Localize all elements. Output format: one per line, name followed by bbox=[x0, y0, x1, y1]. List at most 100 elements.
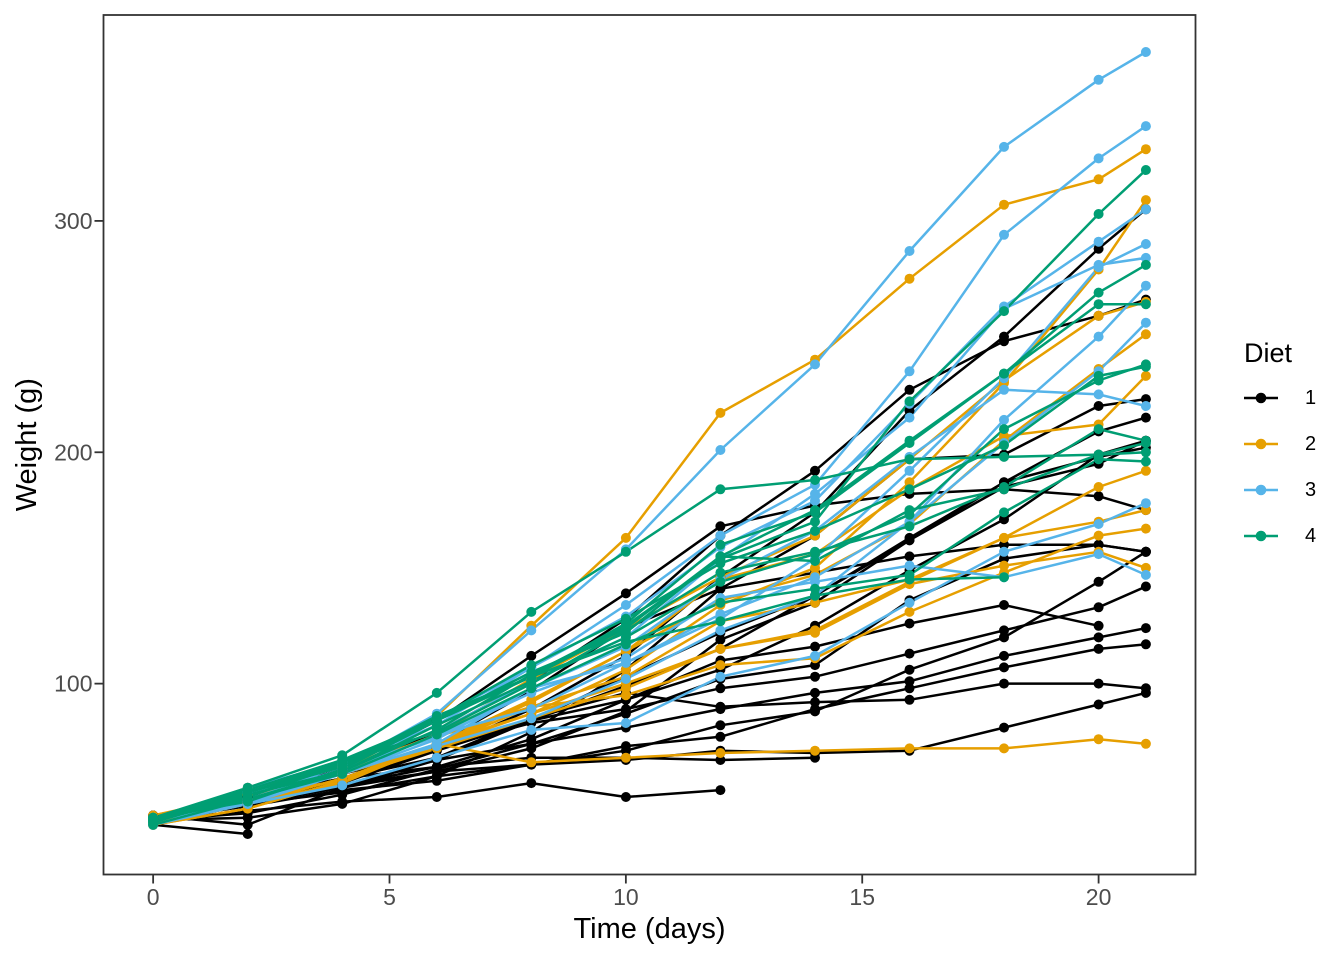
data-point bbox=[810, 475, 820, 485]
data-point bbox=[904, 606, 915, 617]
data-point bbox=[904, 597, 915, 608]
plot-panel-border bbox=[102, 14, 1197, 876]
data-point bbox=[999, 553, 1009, 564]
data-point bbox=[1140, 498, 1151, 509]
data-point bbox=[431, 766, 442, 777]
data-point bbox=[526, 743, 537, 754]
data-point bbox=[1140, 523, 1151, 534]
data-point bbox=[337, 761, 348, 772]
data-point bbox=[526, 697, 537, 708]
data-point bbox=[904, 560, 915, 571]
data-point bbox=[1140, 47, 1151, 57]
data-point bbox=[904, 405, 915, 416]
data-point bbox=[810, 572, 820, 583]
data-point bbox=[999, 600, 1009, 610]
data-point bbox=[1140, 144, 1151, 155]
data-point bbox=[1093, 602, 1104, 613]
data-point bbox=[1140, 239, 1151, 249]
series-points-layer bbox=[148, 47, 1151, 839]
data-point bbox=[904, 694, 915, 705]
series-line-chick-10 bbox=[153, 626, 1147, 822]
data-point bbox=[242, 819, 253, 830]
data-point bbox=[810, 660, 820, 671]
data-point bbox=[526, 667, 537, 678]
legend-label-diet-3: 3 bbox=[1305, 478, 1317, 501]
data-point bbox=[999, 424, 1009, 435]
data-point bbox=[337, 780, 348, 791]
data-point bbox=[715, 551, 726, 562]
data-point bbox=[999, 678, 1009, 689]
data-point bbox=[810, 495, 820, 506]
data-point bbox=[810, 752, 820, 763]
data-point bbox=[999, 414, 1009, 425]
data-point bbox=[1140, 299, 1151, 310]
data-point bbox=[1140, 687, 1151, 698]
y-tick-label-2: 300 bbox=[54, 208, 92, 234]
data-point bbox=[810, 687, 820, 698]
data-point bbox=[715, 683, 726, 694]
data-point bbox=[904, 484, 915, 495]
data-point bbox=[999, 743, 1009, 754]
data-point bbox=[904, 246, 915, 256]
legend-key-line-dot-icon bbox=[1244, 530, 1278, 542]
series-line-chick-19 bbox=[152, 550, 1147, 817]
data-point bbox=[715, 704, 726, 715]
data-point bbox=[715, 576, 726, 587]
data-point bbox=[810, 465, 820, 476]
data-point bbox=[715, 583, 726, 594]
data-point bbox=[431, 775, 442, 786]
data-point bbox=[1093, 734, 1104, 745]
data-point bbox=[999, 546, 1009, 557]
data-point bbox=[431, 752, 442, 763]
series-line-chick-38 bbox=[152, 242, 1147, 822]
data-point bbox=[715, 755, 726, 765]
y-tick-label-1: 200 bbox=[54, 439, 92, 465]
data-point bbox=[904, 435, 915, 446]
data-point bbox=[999, 532, 1009, 543]
data-point bbox=[1140, 370, 1151, 381]
data-point bbox=[620, 639, 631, 650]
data-point bbox=[715, 731, 726, 742]
data-point bbox=[904, 521, 915, 532]
data-point bbox=[999, 560, 1009, 571]
series-lines-layer bbox=[152, 50, 1147, 836]
data-point bbox=[431, 738, 442, 749]
data-point bbox=[904, 454, 915, 465]
data-point bbox=[337, 796, 348, 807]
data-point bbox=[1093, 491, 1104, 502]
data-point bbox=[999, 440, 1009, 451]
data-point bbox=[620, 657, 631, 668]
data-point bbox=[620, 546, 631, 557]
series-line-chick-2 bbox=[152, 416, 1147, 824]
data-point bbox=[431, 724, 442, 735]
data-point bbox=[1093, 482, 1104, 492]
data-point bbox=[999, 336, 1009, 347]
data-point bbox=[620, 792, 631, 802]
series-line-chick-43 bbox=[152, 451, 1146, 819]
data-point bbox=[1093, 424, 1104, 435]
data-point bbox=[1140, 447, 1151, 458]
data-point bbox=[715, 616, 726, 627]
data-point bbox=[1093, 331, 1104, 342]
data-point bbox=[810, 516, 820, 527]
data-point bbox=[904, 683, 915, 694]
data-point bbox=[715, 567, 726, 578]
data-point bbox=[620, 704, 631, 715]
data-point bbox=[620, 532, 631, 543]
legend-item-diet-4: 4 bbox=[1244, 513, 1316, 559]
data-point bbox=[1140, 412, 1151, 423]
data-point bbox=[1140, 505, 1151, 516]
data-point bbox=[1093, 209, 1104, 219]
legend-label-diet-1: 1 bbox=[1305, 386, 1317, 409]
series-line-chick-49 bbox=[152, 365, 1147, 824]
legend-title: Diet bbox=[1244, 338, 1293, 368]
data-point bbox=[1140, 639, 1151, 650]
data-point bbox=[715, 609, 726, 620]
data-point bbox=[526, 757, 537, 768]
data-point bbox=[715, 539, 726, 550]
data-point bbox=[1093, 389, 1104, 400]
data-point bbox=[620, 588, 631, 599]
data-point bbox=[1140, 401, 1151, 411]
legend-item-diet-1: 1 bbox=[1244, 375, 1316, 421]
data-point bbox=[810, 650, 820, 661]
